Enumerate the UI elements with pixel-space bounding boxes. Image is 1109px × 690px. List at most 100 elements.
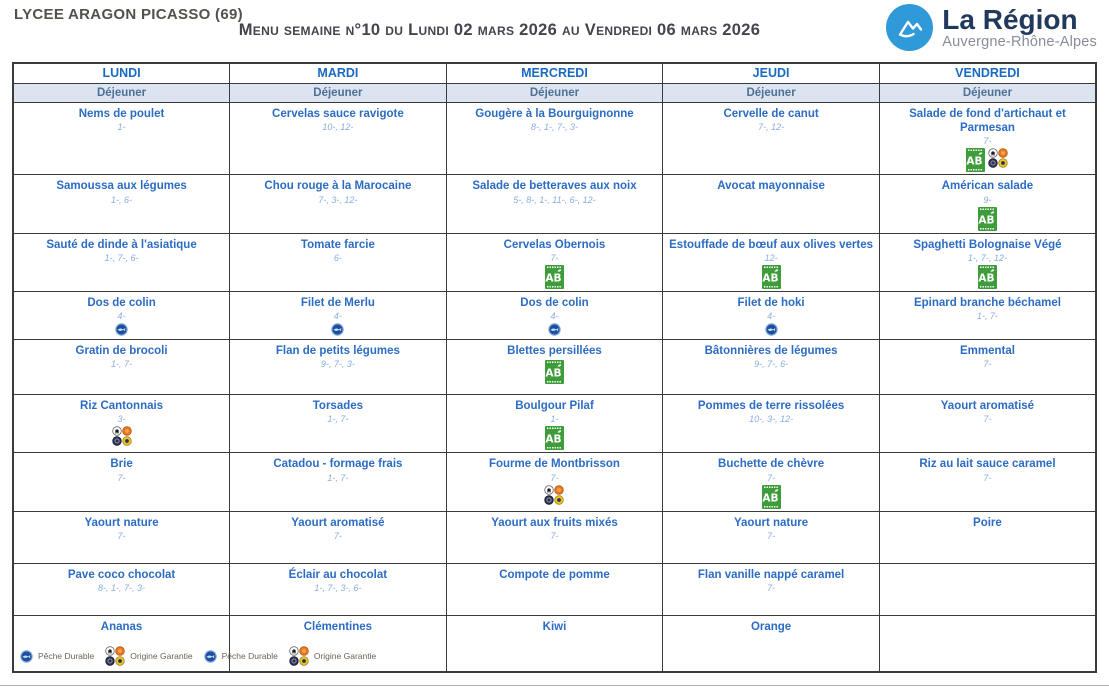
svg-text:AB: AB <box>545 273 561 285</box>
day-header-row: LUNDI MARDI MERCREDI JEUDI VENDREDI <box>12 62 1097 84</box>
dish-allergens: 10-, 3-, 12- <box>749 414 794 425</box>
menu-cell: Filet de hoki 4- <box>662 291 880 340</box>
dish-allergens: 7-, 3-, 12- <box>318 194 358 205</box>
dish-allergens: 1-, 6- <box>111 194 133 205</box>
dish-allergens: 8-, 1-, 7-, 3- <box>98 583 146 594</box>
dish-title: Flan de petits légumes <box>275 345 400 357</box>
dish-title: Tomate farcie <box>300 238 375 251</box>
dish-allergens: 7-, 12- <box>758 121 785 132</box>
menu-cell: Yaourt nature 7- <box>662 510 880 564</box>
dish-title: Samoussa aux légumes <box>56 180 187 193</box>
dish-title: Epinard branche béchamel <box>913 297 1061 309</box>
dish-allergens: 7- <box>117 472 126 483</box>
dish-allergens: 7- <box>983 414 992 425</box>
dish-title: Riz au lait sauce caramel <box>919 458 1056 471</box>
dish-icons: AB <box>449 265 661 289</box>
menu-cell: Brie 7- <box>12 452 231 512</box>
legend-label: Origine Garantie <box>313 651 377 661</box>
dish-allergens: 7- <box>333 531 342 542</box>
ab-bio-icon: AB <box>761 484 781 509</box>
peche-durable-icon <box>203 649 217 663</box>
dish-allergens: 9-, 7-, 6- <box>754 359 789 370</box>
dish-title: Riz Cantonnais <box>80 400 164 412</box>
menu-cell: Filet de Merlu 4- <box>229 291 447 340</box>
dish-allergens: 3- <box>117 414 126 425</box>
dish-allergens: 7- <box>767 531 776 542</box>
menu-cell: Buchette de chèvre 7- AB <box>662 452 880 512</box>
dish-title: Avocat mayonnaise <box>717 180 825 193</box>
dish-allergens: 7- <box>117 531 126 542</box>
menu-cell: Sauté de dinde à l'asiatique 1-, 7-, 6- <box>12 232 231 293</box>
dish-title: Brie <box>110 458 133 471</box>
menu-cell: Dos de colin 4- <box>445 291 664 340</box>
menu-cell: Salade de fond d'artichaut et Parmesan 7-… <box>878 101 1097 176</box>
day-header-jeudi: JEUDI <box>662 62 880 84</box>
dish-title: Clémentines <box>303 620 373 633</box>
dish-title: Yaourt nature <box>84 516 159 529</box>
menu-cell: Yaourt aromatisé 7- <box>229 510 447 564</box>
dish-allergens: 4- <box>117 311 126 322</box>
peche-durable-icon <box>764 323 778 337</box>
menu-cell: Kiwi <box>445 614 664 673</box>
dish-allergens: 7- <box>983 472 992 483</box>
dish-allergens: 1-, 7- <box>976 311 998 322</box>
dish-allergens: 1-, 7-, 12- <box>967 253 1007 263</box>
origine-garantie-icon <box>544 484 565 505</box>
meal-row: Déjeuner Déjeuner Déjeuner Déjeuner Déjeuner <box>12 82 1097 103</box>
dish-allergens: 1-, 7- <box>111 359 133 370</box>
menu-row: Sauté de dinde à l'asiatique 1-, 7-, 6- To… <box>12 232 1097 293</box>
menu-cell: Poire <box>878 510 1097 564</box>
dish-icons <box>232 323 444 337</box>
page-header: LYCEE ARAGON PICASSO (69) Menu semaine n… <box>0 0 1109 60</box>
mountain-icon <box>886 4 934 51</box>
dish-icons: AB <box>449 360 661 385</box>
menu-cell: Éclair au chocolat 1-, 7-, 3-, 6- <box>229 562 447 616</box>
menu-row: Brie 7- Catadou - formage frais 1-, 7- Fourm… <box>12 452 1097 512</box>
origine-garantie-icon <box>105 646 125 666</box>
menu-cell <box>878 562 1097 616</box>
svg-text:AB: AB <box>545 368 561 380</box>
dish-title: Catadou - formage frais <box>273 458 403 471</box>
menu-row: Samoussa aux légumes 1-, 6- Chou rouge à l… <box>12 174 1097 234</box>
dish-title: Torsades <box>312 400 364 412</box>
dish-title: Cervelas sauce ravigote <box>272 107 404 120</box>
menu-cell: Yaourt nature 7- <box>12 510 231 564</box>
dish-title: Blettes persillées <box>507 345 602 357</box>
menu-cell: Cervelas sauce ravigote 10-, 12- <box>229 101 447 176</box>
menu-cell <box>878 614 1097 673</box>
dish-title: Éclair au chocolat <box>288 568 388 581</box>
menu-cell: Tomate farcie 6- <box>229 232 447 293</box>
dish-icons: AB <box>882 265 1093 289</box>
ab-bio-icon: AB <box>977 265 997 289</box>
legend-item: Origine Garantie <box>105 646 193 666</box>
menu-cell: Clémentines <box>229 614 447 673</box>
day-header-lundi: LUNDI <box>12 62 231 84</box>
menu-row: Yaourt nature 7- Yaourt aromatisé 7- Yaourt … <box>12 510 1097 564</box>
dish-title: Salade de fond d'artichaut et Parmesan <box>909 107 1066 134</box>
dish-allergens: 9-, 7-, 3- <box>320 359 355 370</box>
peche-durable-icon <box>115 323 128 337</box>
menu-cell: Pave coco chocolat 8-, 1-, 7-, 3- <box>12 562 231 616</box>
origine-garantie-icon <box>111 426 132 447</box>
menu-row: Dos de colin 4- Filet de Merlu 4- Dos de col… <box>12 291 1097 340</box>
dish-allergens: 1- <box>117 121 126 132</box>
ab-bio-icon: AB <box>544 426 564 451</box>
menu-cell: Compote de pomme <box>445 562 664 616</box>
menu-cell: Yaourt aromatisé 7- <box>878 393 1097 454</box>
dish-title: Yaourt aux fruits mixés <box>491 516 618 529</box>
menu-cell: Yaourt aux fruits mixés 7- <box>445 510 664 564</box>
menu-cell: Cervelas Obernois 7- AB <box>445 232 664 293</box>
dish-allergens: 4- <box>333 311 342 322</box>
ab-bio-icon: AB <box>761 265 781 289</box>
legend: Pêche Durable Origine Garantie Pêche Durab… <box>20 646 387 666</box>
dish-title: Fourme de Montbrisson <box>488 458 620 471</box>
menu-cell: Gougère à la Bourguignonne 8-, 1-, 7-, 3- <box>445 101 664 176</box>
dish-title: Kiwi <box>542 620 567 633</box>
day-header-mardi: MARDI <box>229 62 447 84</box>
dish-title: Dos de colin <box>87 297 156 309</box>
dish-allergens: 5-, 8-, 1-, 11-, 6-, 12- <box>513 194 596 205</box>
menu-cell: Bâtonnières de légumes 9-, 7-, 6- <box>662 339 880 395</box>
dish-allergens: 9- <box>983 194 992 205</box>
dish-title: Spaghetti Bolognaise Végé <box>913 238 1062 251</box>
dish-allergens: 1- <box>550 414 559 425</box>
